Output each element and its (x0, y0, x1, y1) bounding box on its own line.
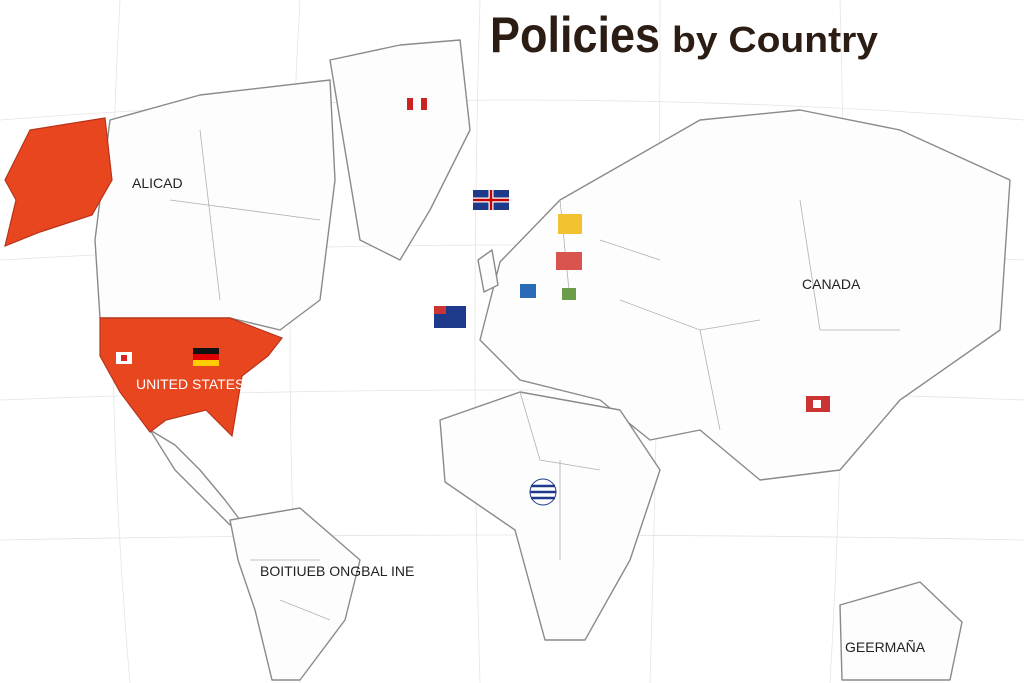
alaska (4, 117, 113, 247)
country-label: GEERMAÑA (845, 639, 926, 655)
flag (558, 214, 582, 234)
united-states (99, 317, 283, 438)
title: Policies (490, 7, 660, 63)
flags (116, 98, 830, 506)
highlighted-countries (4, 117, 283, 438)
continents (94, 39, 1011, 681)
region-label: BOITIUEB ONGBAL INE (260, 563, 414, 579)
country-label: UNITED STATES (136, 376, 244, 392)
country-label: CANADA (802, 276, 861, 292)
subtitle: by Country (672, 19, 878, 60)
labels: Policies by Country UNITED STATES CANADA… (132, 7, 926, 655)
flag (193, 348, 219, 354)
region-label: ALICAD (132, 175, 183, 191)
